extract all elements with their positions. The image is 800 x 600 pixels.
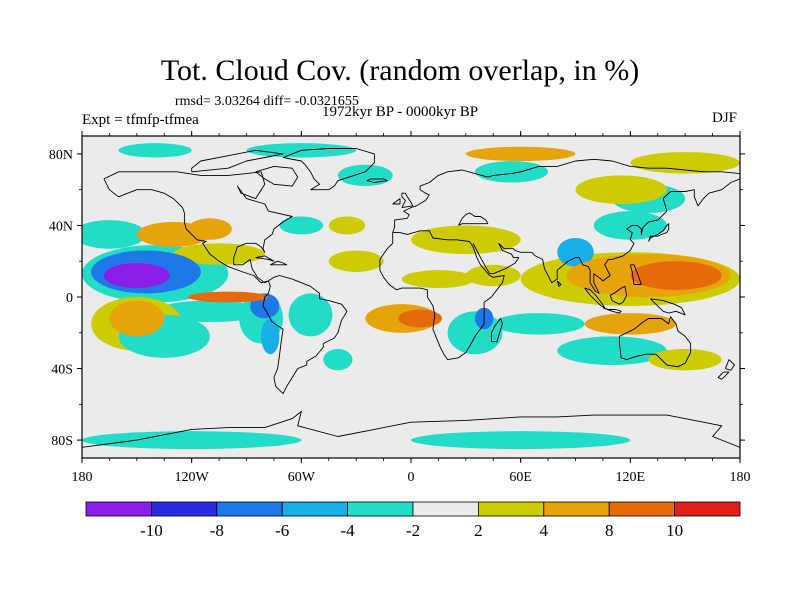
anomaly-region [279, 216, 324, 235]
map-title: Tot. Cloud Cov. (random overlap, in %) [160, 54, 640, 87]
colorbar-swatch [150, 501, 218, 517]
coastline [392, 158, 740, 233]
coastline [648, 223, 670, 242]
lon-tick-label: 180 [72, 470, 93, 485]
anomaly-region [593, 211, 667, 240]
lat-tick-label: 40S [51, 363, 73, 378]
coastline [717, 371, 730, 380]
coastline [472, 178, 740, 294]
season-label: DJF [712, 110, 738, 126]
anomaly-region [118, 143, 192, 158]
coastline [392, 198, 401, 205]
lon-tick-label: 120W [175, 470, 210, 485]
lat-tick-label: 0 [66, 291, 73, 306]
coastline [556, 280, 562, 287]
lon-tick-label: 120E [616, 470, 646, 485]
lon-tick-label: 180 [730, 470, 751, 485]
anomaly-region [328, 216, 366, 235]
anomaly-region [288, 293, 333, 337]
coastline [609, 285, 628, 305]
coastline [650, 298, 686, 316]
colorbar-label: -8 [210, 521, 224, 540]
coastline [458, 212, 489, 226]
anomaly-region [155, 300, 265, 323]
coastline [255, 165, 299, 187]
lat-tick-label: 80N [49, 148, 73, 163]
colorbar-swatch [347, 501, 414, 517]
coastline [602, 307, 622, 314]
anomaly-region [109, 300, 165, 337]
anomaly-region [474, 161, 549, 183]
coastline [379, 230, 505, 361]
anomaly-region [82, 220, 146, 249]
anomaly-region [493, 313, 585, 335]
anomaly-region [173, 243, 265, 265]
anomaly-region [411, 225, 521, 255]
lon-tick-label: 0 [408, 470, 415, 485]
period-label: 1972kyr BP - 0000kyr BP [322, 104, 479, 120]
anomaly-region [261, 318, 280, 355]
coastline [724, 359, 735, 371]
colorbar-label: -2 [406, 521, 420, 540]
coastline [255, 255, 275, 262]
coastline [629, 264, 642, 285]
anomaly-region [103, 263, 170, 289]
anomaly-region [401, 270, 475, 289]
colorbar-swatch [543, 501, 610, 517]
anomaly-region [411, 431, 631, 450]
colorbar-label: 10 [666, 521, 683, 540]
coastline [490, 318, 503, 343]
field-layer [82, 143, 740, 450]
anomaly-region [465, 146, 576, 162]
lat-tick-label: 80S [51, 434, 73, 449]
colorbar-label: 8 [605, 521, 614, 540]
anomaly-region [337, 164, 393, 187]
coastline [584, 287, 606, 309]
anomaly-region [323, 348, 353, 371]
experiment-label: Expt = tfmfp-tfmea [82, 112, 199, 128]
colorbar-label: -4 [341, 521, 356, 540]
coastline [191, 149, 284, 173]
anomaly-region [557, 237, 594, 267]
anomaly-region [188, 291, 269, 303]
colorbar-swatch [281, 501, 349, 517]
coastline [618, 316, 692, 368]
anomaly-region [82, 431, 302, 450]
colorbar-label: -6 [275, 521, 289, 540]
coastline [366, 178, 388, 183]
anomaly-region [188, 218, 232, 240]
anomaly-region [575, 175, 667, 204]
anomaly-region [328, 250, 384, 272]
anomaly-region [447, 311, 503, 355]
anomaly-region [398, 309, 443, 328]
coastline [103, 171, 293, 284]
colorbar-label: -10 [140, 521, 163, 540]
anomaly-region [465, 264, 521, 287]
anomaly-region [648, 348, 722, 371]
colorbar-swatch [477, 501, 545, 517]
coastline-layer [82, 148, 740, 448]
coastline [262, 275, 348, 395]
colorbar-swatch [85, 501, 152, 517]
colorbar-swatch [608, 501, 676, 517]
lon-tick-label: 60W [288, 470, 316, 485]
coastline [401, 192, 414, 209]
anomaly-region [557, 336, 667, 365]
axis-layer: 80N 40N 0 40S 80S 180 120W 60W 0 60E 120E 180 [49, 131, 751, 485]
coastline [270, 260, 288, 266]
anomaly-region [630, 261, 722, 290]
colorbar: -10 -8 -6 -4 -2 2 4 8 10 [85, 501, 741, 540]
colorbar-swatch [216, 501, 283, 517]
colorbar-swatch [412, 501, 479, 517]
colorbar-label: 2 [474, 521, 483, 540]
colorbar-label: 4 [540, 521, 549, 540]
coastline [82, 411, 740, 448]
stats-label: rmsd= 3.03264 diff= -0.0321655 [175, 94, 359, 109]
lon-tick-label: 60E [509, 470, 532, 485]
coastline [282, 148, 375, 191]
colorbar-swatch [674, 501, 741, 517]
lat-tick-label: 40N [49, 219, 73, 234]
